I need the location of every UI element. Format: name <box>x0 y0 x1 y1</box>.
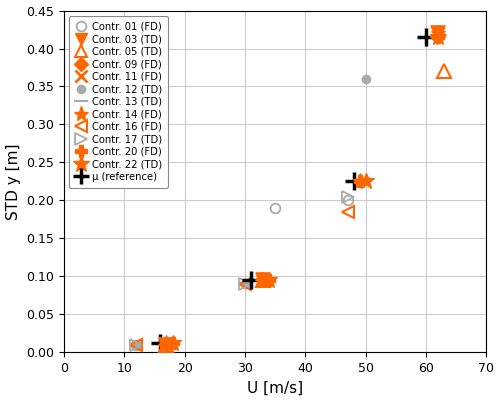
Legend: Contr. 01 (FD), Contr. 03 (TD), Contr. 05 (TD), Contr. 09 (FD), Contr. 11 (FD), : Contr. 01 (FD), Contr. 03 (TD), Contr. 0… <box>69 16 168 188</box>
Y-axis label: STD y [m]: STD y [m] <box>6 143 20 220</box>
X-axis label: U [m/s]: U [m/s] <box>247 381 303 395</box>
